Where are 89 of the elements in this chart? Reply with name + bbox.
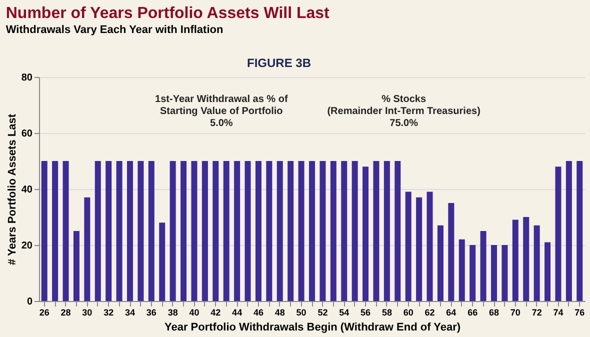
bar	[480, 231, 486, 301]
bar	[170, 161, 176, 301]
bar	[234, 161, 240, 301]
x-tick-label: 28	[60, 308, 71, 318]
x-tick-label: 46	[253, 308, 264, 318]
x-axis-title: Year Portfolio Withdrawals Begin (Withdraw End of Year)	[164, 322, 461, 334]
x-tick-label: 40	[189, 308, 200, 318]
bar	[470, 245, 476, 301]
x-tick-label: 66	[468, 308, 478, 318]
bar	[416, 197, 422, 301]
x-tick-label: 64	[446, 308, 456, 318]
x-tick-label: 68	[488, 308, 500, 318]
bar	[491, 245, 497, 301]
bar	[52, 161, 58, 301]
bar	[255, 161, 262, 301]
bar	[448, 203, 454, 301]
annotation: % Stocks (Remainder Int-Term Treasuries) 75.0%	[327, 94, 480, 129]
x-tick-label: 32	[104, 308, 114, 318]
bar	[288, 161, 294, 301]
bar	[437, 225, 444, 301]
y-axis-title: # Years Portfolio Assets Last	[6, 114, 18, 266]
bar	[555, 166, 562, 301]
bar	[62, 161, 69, 301]
bar	[330, 161, 336, 301]
bar	[394, 161, 401, 301]
bar	[244, 161, 251, 301]
bar	[523, 217, 530, 301]
bar	[576, 161, 583, 301]
x-tick-label: 50	[296, 308, 306, 318]
bar	[73, 231, 80, 301]
bar	[534, 225, 540, 301]
bar	[266, 161, 272, 301]
bar	[352, 161, 358, 301]
bar	[223, 161, 230, 301]
x-tick-label: 42	[210, 308, 221, 318]
x-tick-label: 74	[553, 308, 564, 318]
bar	[84, 197, 90, 301]
x-tick-label: 76	[574, 308, 585, 318]
x-tick-label: 62	[424, 308, 435, 318]
caption: FIGURE 3B	[246, 56, 312, 70]
bar	[320, 161, 326, 301]
x-tick-label: 70	[510, 308, 520, 318]
bar	[309, 161, 315, 301]
bar	[384, 161, 390, 301]
x-tick-label: 56	[360, 308, 371, 318]
bar	[159, 222, 166, 301]
chart-title: Number of Years Portfolio Assets Will Last	[6, 5, 330, 22]
bar	[341, 161, 348, 301]
bar	[116, 161, 122, 301]
x-tick-label: 44	[232, 308, 242, 318]
bar	[212, 161, 219, 301]
bar	[426, 192, 433, 301]
bar	[276, 161, 283, 301]
bar	[202, 161, 208, 301]
bar	[373, 161, 380, 301]
bar	[180, 161, 187, 301]
bar	[41, 161, 48, 301]
bar	[362, 166, 369, 301]
x-tick-label: 26	[39, 308, 50, 318]
bar	[298, 161, 304, 301]
y-tick-label: 20	[21, 240, 33, 252]
x-tick-label: 30	[82, 308, 92, 318]
annotation: 1st-Year Withdrawal as % of Starting Value of Portfolio 5.0%	[155, 94, 288, 129]
x-tick-label: 34	[124, 308, 136, 318]
chart-subtitle: Withdrawals Vary Each Year with Inflation	[6, 24, 224, 36]
bar	[502, 245, 508, 301]
x-tick-label: 60	[403, 308, 414, 318]
y-tick-label: 40	[21, 184, 33, 196]
bar	[405, 192, 412, 301]
x-tick-label: 72	[532, 308, 542, 318]
bar	[148, 161, 154, 301]
x-tick-label: 52	[318, 308, 328, 318]
bar	[127, 161, 133, 301]
bar	[566, 161, 572, 301]
y-tick-label: 0	[26, 296, 33, 308]
x-tick-label: 38	[168, 308, 178, 318]
x-tick-label: 58	[382, 308, 392, 318]
bar	[191, 161, 198, 301]
bar	[544, 242, 551, 301]
y-tick-label: 60	[21, 128, 33, 140]
bar	[106, 161, 112, 301]
bar	[458, 239, 465, 301]
x-tick-label: 48	[274, 308, 285, 318]
bar	[94, 161, 101, 301]
bar	[138, 161, 144, 301]
bar	[512, 220, 518, 301]
x-tick-label: 36	[146, 308, 156, 318]
y-tick-label: 80	[21, 72, 33, 84]
x-tick-label: 54	[339, 308, 350, 318]
